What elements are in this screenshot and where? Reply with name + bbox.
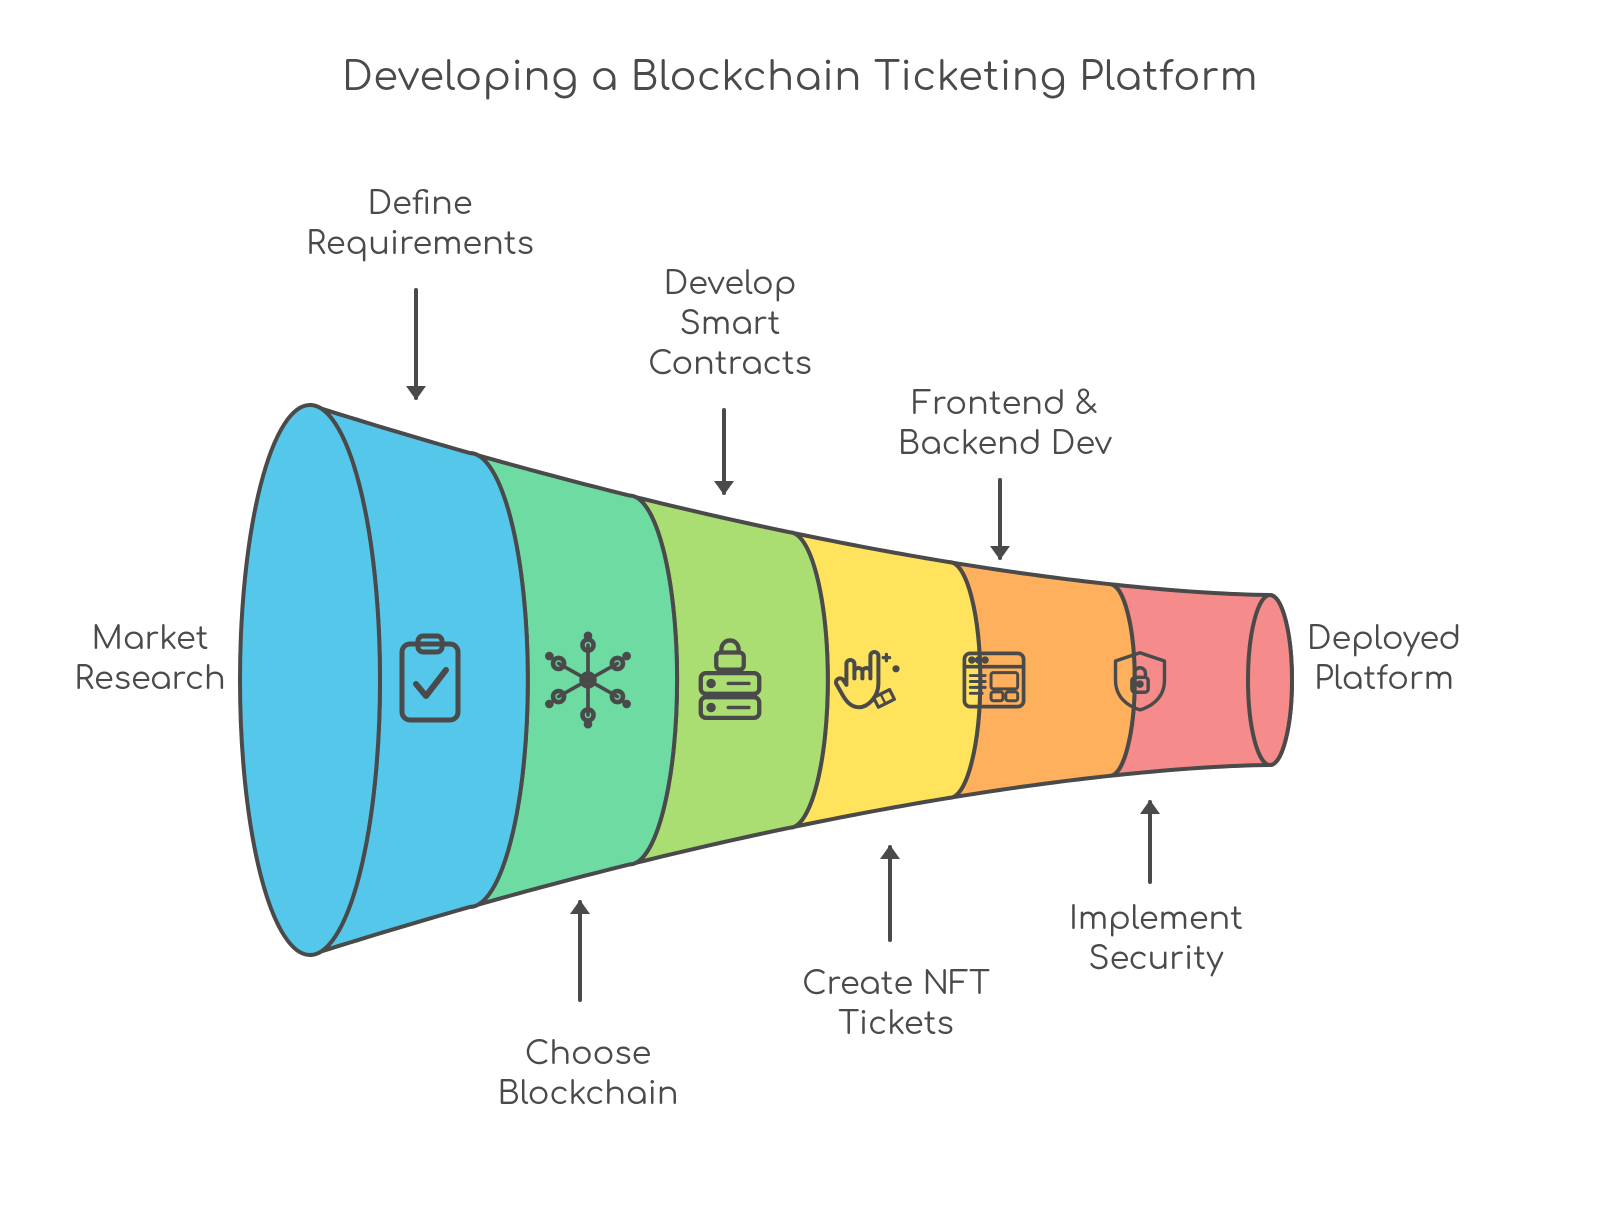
stage-label-0: Define Requirements	[240, 185, 600, 265]
arrowhead	[990, 546, 1010, 560]
arrowhead	[1140, 800, 1160, 814]
stage-label-4: Frontend & Backend Dev	[825, 385, 1185, 465]
arrowhead	[406, 386, 426, 400]
stage-label-2: Develop Smart Contracts	[550, 265, 910, 385]
arrowhead	[714, 481, 734, 495]
stage-label-5: Implement Security	[976, 900, 1336, 980]
arrowhead	[880, 845, 900, 859]
arrowhead	[570, 900, 590, 914]
input-label: Market Research	[0, 620, 330, 700]
stage-label-1: Choose Blockchain	[408, 1035, 768, 1115]
output-label: Deployed Platform	[1204, 620, 1564, 700]
